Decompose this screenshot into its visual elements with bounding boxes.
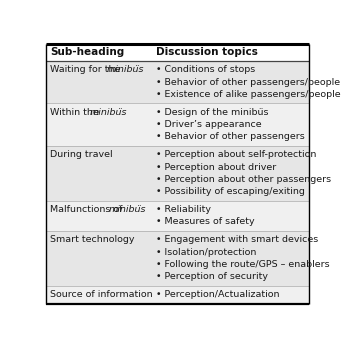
Bar (46, 103, 309, 146)
Text: • Perception about other passengers: • Perception about other passengers (156, 175, 331, 184)
Text: Source of information: Source of information (50, 290, 153, 299)
Text: • Perception of security: • Perception of security (156, 272, 268, 281)
Text: minibüs: minibüs (108, 205, 146, 214)
Text: Sub-heading: Sub-heading (50, 47, 124, 57)
Text: • Driver’s appearance: • Driver’s appearance (156, 120, 262, 129)
Text: minibüs: minibüs (90, 108, 128, 117)
Text: • Design of the minibüs: • Design of the minibüs (156, 108, 269, 117)
Text: • Isolation/protection: • Isolation/protection (156, 248, 257, 257)
Text: • Behavior of other passengers/people: • Behavior of other passengers/people (156, 78, 340, 87)
Text: • Engagement with smart devices: • Engagement with smart devices (156, 235, 319, 244)
Bar (46, 44, 309, 61)
Text: • Existence of alike passengers/people: • Existence of alike passengers/people (156, 90, 341, 99)
Bar (46, 61, 309, 103)
Text: • Behavior of other passengers: • Behavior of other passengers (156, 132, 305, 141)
Text: • Perception about driver: • Perception about driver (156, 163, 277, 172)
Bar (46, 146, 309, 201)
Text: During travel: During travel (50, 150, 112, 159)
Text: Waiting for the: Waiting for the (50, 65, 123, 74)
Text: • Perception/Actualization: • Perception/Actualization (156, 290, 280, 299)
Text: Smart technology: Smart technology (50, 235, 135, 244)
Text: • Reliability: • Reliability (156, 205, 211, 214)
Text: • Measures of safety: • Measures of safety (156, 217, 255, 226)
Text: Malfunctions of: Malfunctions of (50, 205, 126, 214)
Text: • Following the route/GPS – enablers: • Following the route/GPS – enablers (156, 260, 330, 269)
Text: • Possibility of escaping/exiting: • Possibility of escaping/exiting (156, 187, 305, 196)
Text: • Perception about self-protection: • Perception about self-protection (156, 150, 317, 159)
Bar (46, 231, 309, 286)
Bar (46, 201, 309, 231)
Text: minibüs: minibüs (107, 65, 144, 74)
Text: Discussion topics: Discussion topics (156, 47, 258, 57)
Text: Within the: Within the (50, 108, 102, 117)
Bar (46, 286, 309, 303)
Text: • Conditions of stops: • Conditions of stops (156, 65, 256, 74)
